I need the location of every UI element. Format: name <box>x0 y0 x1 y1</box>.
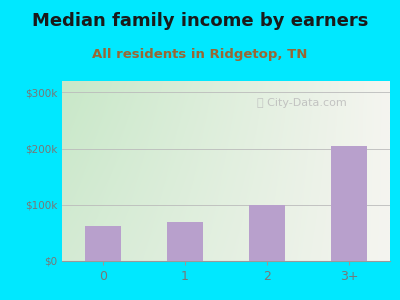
Bar <box>166 222 204 261</box>
Bar <box>84 226 122 261</box>
Text: Median family income by earners: Median family income by earners <box>32 12 368 30</box>
Text: All residents in Ridgetop, TN: All residents in Ridgetop, TN <box>92 47 308 61</box>
Bar <box>330 146 368 261</box>
Text: ⓘ City-Data.com: ⓘ City-Data.com <box>256 98 346 108</box>
Bar <box>248 205 286 261</box>
